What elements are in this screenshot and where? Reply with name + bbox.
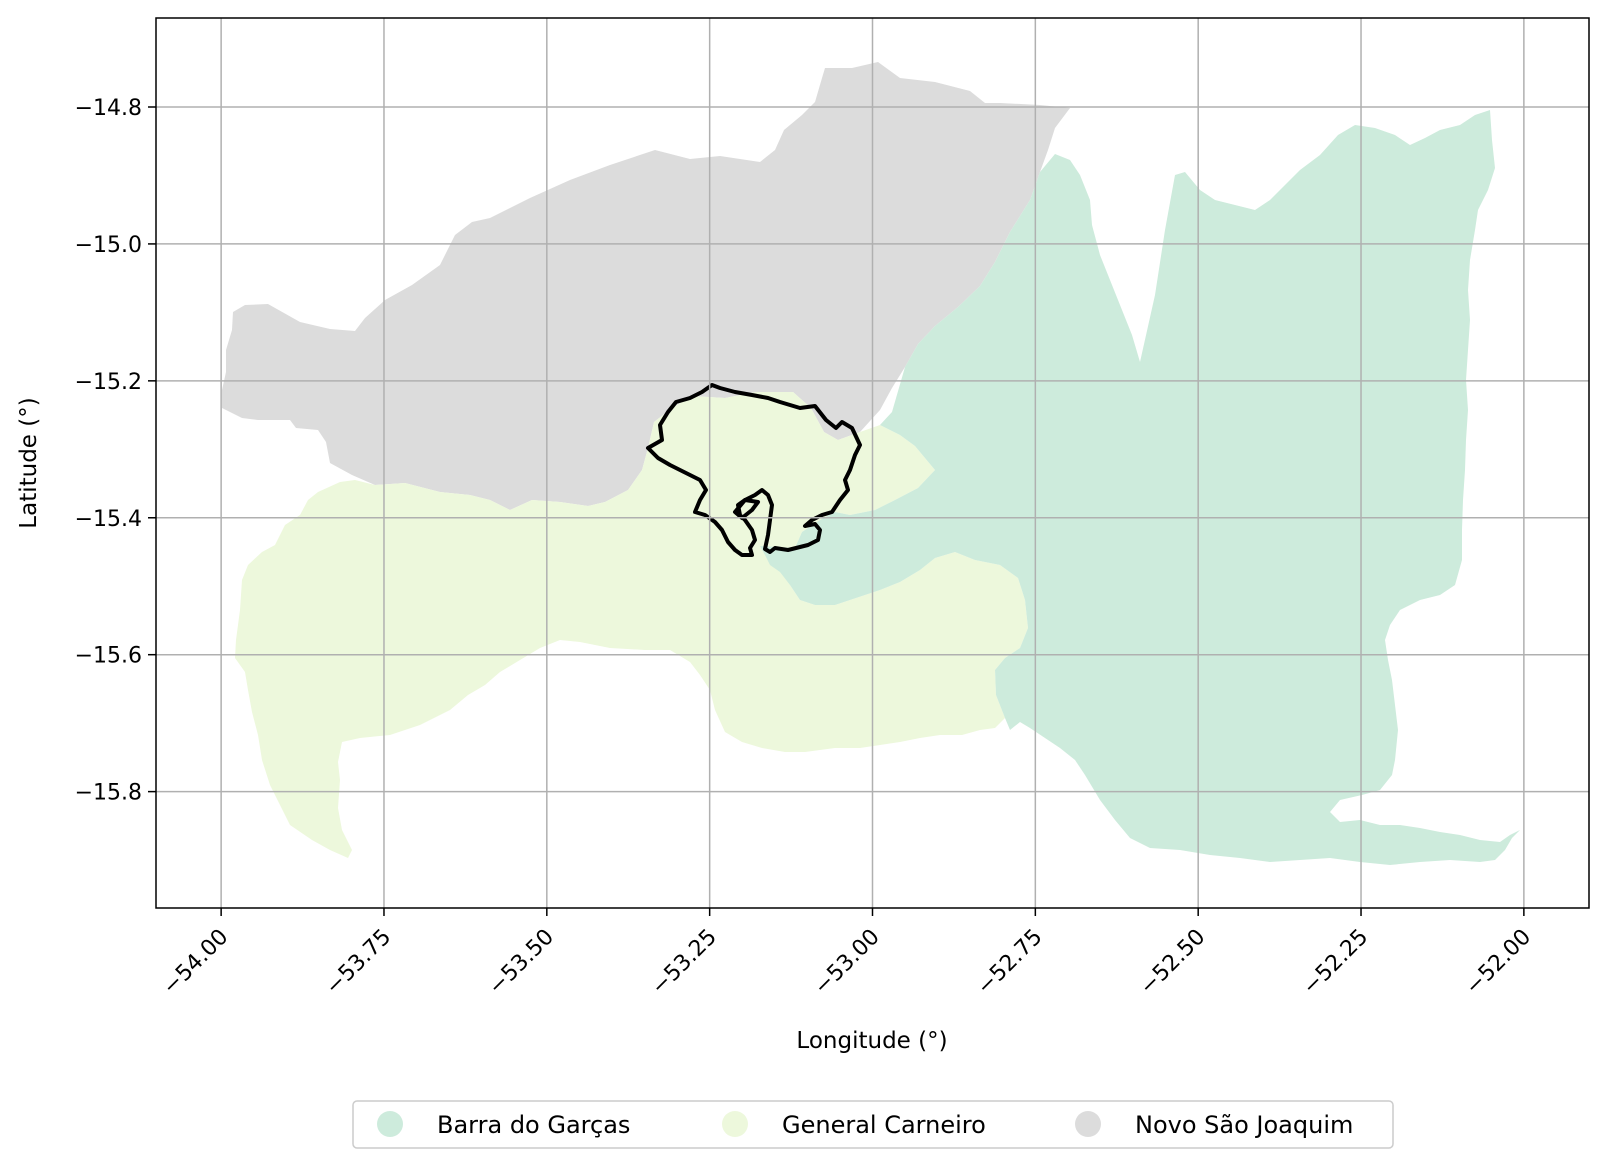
legend-item-novo-sao-joaquim: Novo São Joaquim (1075, 1111, 1353, 1139)
legend-item-general-carneiro: General Carneiro (722, 1111, 986, 1139)
legend-label-barra-do-garcas: Barra do Garças (437, 1111, 630, 1139)
y-axis-title: Latitude (°) (16, 397, 42, 528)
legend-label-novo-sao-joaquim: Novo São Joaquim (1135, 1111, 1353, 1139)
region-novo-sao-joaquim (222, 62, 1070, 510)
region-general-carneiro (235, 392, 1028, 858)
legend-frame (352, 1100, 1394, 1149)
legend-marker-novo-sao-joaquim (1075, 1111, 1101, 1137)
highlighted-area-inner-outline (733, 498, 760, 520)
y-tick-label: −15.4 (75, 507, 142, 532)
y-tick-label: −14.8 (75, 96, 142, 121)
y-tick-label: −15.0 (75, 233, 142, 258)
legend-marker-general-carneiro (722, 1111, 748, 1137)
legend: Barra do Garças General Carneiro Novo Sã… (352, 1100, 1394, 1149)
x-axis-title: Longitude (°) (796, 1028, 947, 1054)
y-tick-label: −15.6 (75, 644, 142, 669)
legend-label-general-carneiro: General Carneiro (782, 1111, 986, 1139)
legend-item-barra-do-garcas: Barra do Garças (377, 1111, 630, 1139)
axes-frame (155, 17, 1590, 909)
grid-lines (156, 18, 1589, 908)
plot-area (222, 62, 1520, 865)
region-barra-do-garcas (760, 110, 1520, 865)
y-tick-label: −15.8 (75, 781, 142, 806)
legend-marker-barra-do-garcas (377, 1111, 403, 1137)
y-tick-label: −15.2 (75, 370, 142, 395)
highlighted-area-outline (646, 383, 862, 557)
